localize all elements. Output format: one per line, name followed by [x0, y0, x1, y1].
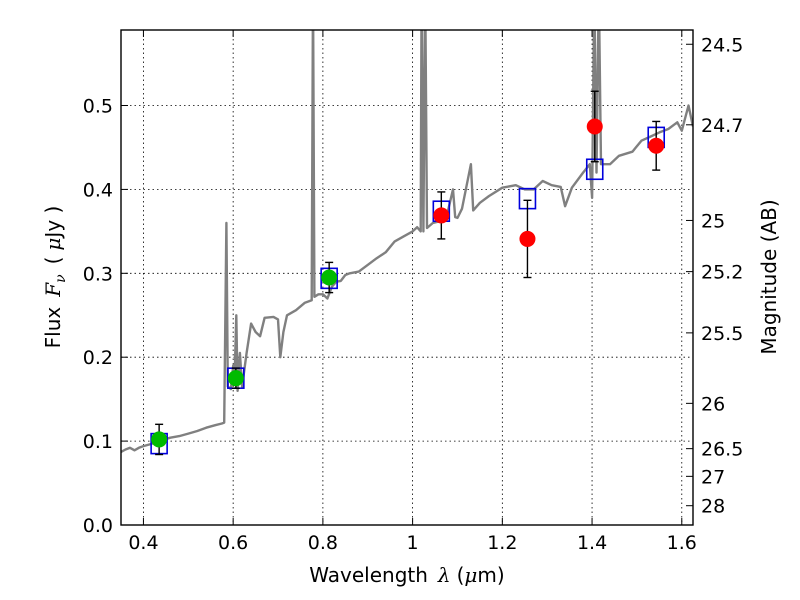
y-tick-label: 0.3 [83, 263, 113, 285]
observed-point [648, 137, 665, 154]
x-tick-label: 1.4 [577, 532, 607, 554]
marker-layer [150, 90, 666, 456]
x-axis-symbol: λ [437, 563, 451, 587]
y-tick-label: 0.0 [83, 515, 113, 537]
observed-point [321, 269, 338, 286]
y2-tick-label: 28 [701, 496, 725, 518]
x-tick-label: 0.6 [218, 532, 248, 554]
y-tick-label: 0.1 [83, 431, 113, 453]
observed-point [227, 370, 244, 387]
y2-tick-label: 26 [701, 393, 725, 415]
observed-point [151, 431, 168, 448]
observed-point [519, 230, 536, 247]
observed-point [433, 207, 450, 224]
y-axis-unit-open: ( [41, 257, 65, 265]
y2-tick-label: 26.5 [701, 439, 743, 461]
plot-frame [120, 29, 694, 526]
y-axis-subscript: ν [53, 274, 69, 283]
y2-tick-label: 25 [701, 210, 725, 232]
y2-axis-label: Magnitude (AB) [757, 199, 781, 354]
x-tick-label: 1.6 [667, 532, 697, 554]
y-axis-symbol: F [41, 282, 65, 298]
x-axis-unit-mu: μ [464, 563, 477, 587]
y2-tick-label: 25.2 [701, 262, 743, 284]
x-tick-label: 0.8 [308, 532, 338, 554]
y-axis-label-text: Flux [41, 307, 65, 349]
y-axis-unit-mu: μ [41, 238, 65, 251]
x-axis-label: Wavelength λ (μm) [309, 563, 504, 587]
x-tick-label: 0.4 [128, 532, 158, 554]
spectrum-layer [121, 30, 693, 454]
y2-tick-label: 24.5 [701, 34, 743, 56]
y2-tick-label: 24.7 [701, 115, 743, 137]
observed-point [586, 118, 603, 135]
spectrum-line [121, 30, 693, 454]
y2-tick-label: 27 [701, 466, 725, 488]
x-axis-unit-open: ( [457, 563, 465, 587]
y2-tick-label: 25.5 [701, 323, 743, 345]
y-axis-unit-rest: Jy ) [41, 206, 65, 240]
x-axis-label-text: Wavelength [309, 563, 428, 587]
y-tick-label: 0.2 [83, 347, 113, 369]
y-tick-label: 0.4 [83, 179, 113, 201]
y-axis-label: Flux Fν ( μJy ) [41, 206, 69, 349]
x-axis-unit-rest: m) [477, 563, 504, 587]
y-tick-label: 0.5 [83, 96, 113, 118]
x-tick-label: 1 [407, 532, 419, 554]
grid [121, 30, 693, 526]
tick-layer: 0.4 0.6 0.8 1 1.2 1.4 1.6 0.0 0.1 0.2 0.3 0.4 0.5 24.… [83, 30, 743, 554]
x-tick-label: 1.2 [487, 532, 517, 554]
